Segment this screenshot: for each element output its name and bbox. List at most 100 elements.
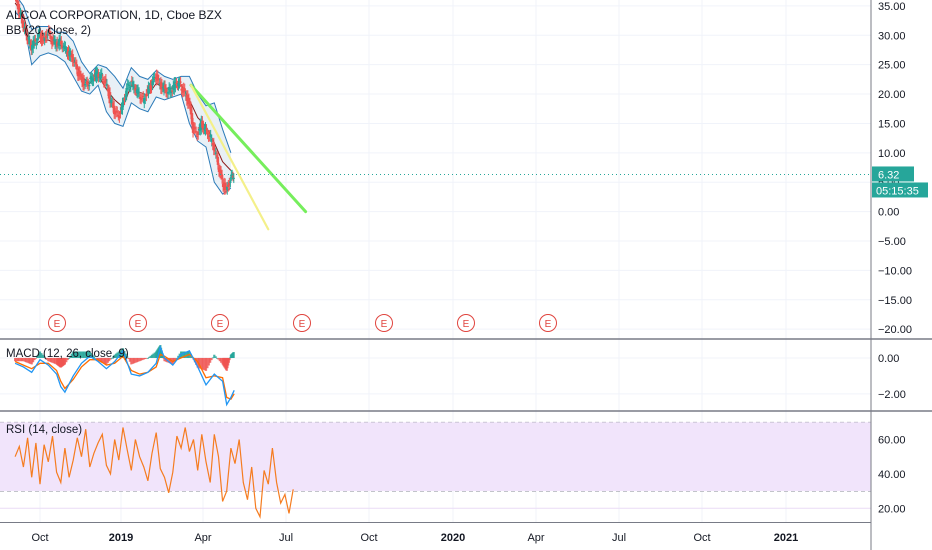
countdown-badge: [872, 182, 928, 198]
candle-body: [78, 71, 82, 76]
macd-histogram-bar: [206, 357, 209, 369]
candle-body: [194, 131, 198, 133]
price-y-tick: 20.00: [878, 89, 906, 101]
candle-body: [69, 52, 72, 57]
earnings-marker-label[interactable]: E: [463, 319, 470, 330]
earnings-marker-label[interactable]: E: [217, 319, 224, 330]
macd-histogram-bar: [144, 357, 147, 360]
countdown-label: 05:15:35: [876, 185, 919, 197]
price-y-tick: −20.00: [878, 324, 912, 336]
macd-histogram-bar: [121, 348, 125, 358]
macd-histogram-bar: [36, 355, 39, 358]
candle-body: [34, 39, 37, 42]
candle-body: [32, 40, 35, 49]
bollinger-lower-band: [14, 11, 232, 195]
rsi-legend[interactable]: RSI (14, close): [6, 424, 83, 436]
x-tick-label: Oct: [693, 532, 710, 544]
candle-body: [20, 14, 24, 24]
macd-histogram-bar: [47, 357, 50, 362]
macd-histogram-bar: [77, 351, 80, 358]
macd-histogram-bar: [44, 357, 47, 359]
candle-body: [101, 78, 104, 80]
macd-line: [14, 345, 235, 407]
macd-histogram-bar: [37, 353, 40, 358]
macd-histogram-bar: [167, 357, 170, 363]
candle-body: [23, 27, 26, 30]
earnings-marker-label[interactable]: E: [135, 319, 142, 330]
earnings-marker: [48, 314, 66, 332]
candle-body: [61, 45, 64, 48]
candle-body: [112, 105, 116, 115]
candle-body: [92, 79, 95, 82]
candle-body: [43, 37, 46, 41]
candle-body: [25, 33, 28, 36]
candle-body: [79, 75, 83, 77]
candle-body: [216, 156, 220, 165]
candle-body: [152, 77, 155, 81]
earnings-marker-label[interactable]: E: [381, 319, 388, 330]
candle-body: [175, 82, 178, 84]
macd-histogram-bar: [173, 357, 176, 363]
candle-body: [209, 134, 212, 138]
earnings-marker: [211, 314, 229, 332]
trendline-green: [189, 83, 308, 214]
macd-histogram-bar: [153, 352, 156, 358]
macd-histogram-bar: [177, 355, 180, 358]
macd-histogram-bar: [175, 357, 179, 359]
macd-histogram-bar: [162, 355, 165, 358]
x-tick-label: Apr: [194, 532, 211, 544]
candle-body: [213, 150, 217, 152]
macd-y-tick: −2.00: [878, 389, 906, 401]
earnings-marker-label[interactable]: E: [545, 319, 552, 330]
candle-body: [189, 106, 193, 115]
macd-histogram-bar: [215, 357, 219, 359]
macd-histogram-bar: [209, 357, 212, 363]
macd-histogram-bar: [74, 351, 78, 358]
macd-histogram-bar: [145, 357, 148, 359]
macd-histogram-bar: [141, 357, 144, 361]
macd-histogram-bar: [65, 357, 68, 363]
macd-histogram-bar: [117, 351, 120, 358]
macd-histogram-bar: [195, 357, 198, 365]
macd-histogram-bar: [52, 357, 55, 364]
macd-histogram-bar: [73, 351, 76, 358]
candle-body: [231, 176, 235, 178]
chart-title[interactable]: ALCOA CORPORATION, 1D, Cboe BZX: [6, 8, 222, 22]
candle-body: [147, 86, 150, 94]
candle-body: [206, 133, 209, 135]
macd-histogram-bar: [81, 351, 84, 358]
earnings-marker-label[interactable]: E: [299, 319, 306, 330]
last-price-label: 6.32: [878, 169, 899, 181]
macd-legend[interactable]: MACD (12, 26, close, 9): [6, 348, 129, 360]
candle-body: [53, 40, 57, 45]
last-price-badge: [872, 166, 914, 182]
macd-histogram-bar: [130, 357, 133, 365]
macd-histogram-bar: [16, 357, 19, 362]
candle-body: [139, 98, 143, 100]
candle-body: [15, 0, 19, 3]
macd-histogram-bar: [94, 357, 97, 359]
candle-body: [136, 89, 140, 94]
price-y-tick: 10.00: [878, 148, 906, 160]
candle-body: [83, 84, 87, 86]
candle-body: [143, 97, 146, 104]
candle-body: [18, 8, 21, 14]
macd-histogram-bar: [51, 357, 54, 363]
macd-histogram-bar: [41, 354, 44, 358]
macd-histogram-bar: [26, 357, 29, 363]
x-tick-label: Apr: [527, 532, 544, 544]
candle-body: [166, 91, 170, 94]
earnings-marker-label[interactable]: E: [54, 319, 61, 330]
macd-histogram-bar: [152, 353, 155, 358]
macd-histogram-bar: [112, 356, 115, 358]
bollinger-legend[interactable]: BB (20, close, 2): [6, 25, 92, 37]
candle-body: [153, 76, 156, 78]
candle-body: [75, 64, 79, 70]
macd-histogram-bar: [228, 357, 231, 361]
macd-histogram-bar: [22, 357, 25, 362]
candle-body: [64, 46, 67, 50]
candle-body: [21, 20, 25, 27]
